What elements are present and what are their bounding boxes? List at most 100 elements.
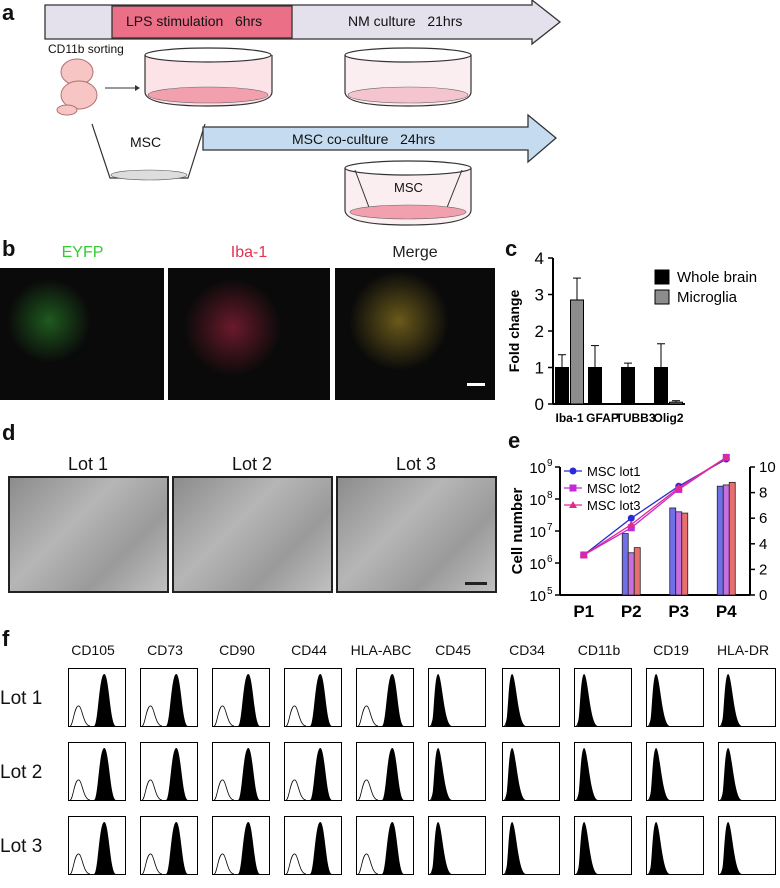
insert-msc-label: MSC xyxy=(394,180,423,195)
histogram-cd90 xyxy=(212,816,270,875)
series-point xyxy=(579,551,588,558)
legend-label: MSC lot2 xyxy=(587,481,640,496)
lot2-label: Lot 2 xyxy=(231,454,273,474)
isotype-curve xyxy=(213,705,235,727)
bar xyxy=(588,367,602,405)
stained-curve xyxy=(577,674,598,726)
stained-curve xyxy=(721,822,742,874)
stained-curve xyxy=(649,822,670,874)
legend-swatch xyxy=(654,269,670,285)
legend-marker xyxy=(569,467,577,475)
histogram-cd45 xyxy=(428,742,486,801)
stained-curve xyxy=(649,674,670,726)
histogram-cd44 xyxy=(284,742,342,801)
lot-row-label: Lot 2 xyxy=(0,762,43,783)
bar xyxy=(621,533,629,596)
x-tick-label: Olig2 xyxy=(653,411,683,425)
stained-curve xyxy=(577,822,598,874)
bar xyxy=(636,403,650,405)
right-tick-label: 10 xyxy=(759,459,776,476)
histogram-cd105 xyxy=(68,816,126,875)
left-tick-label: 10 xyxy=(529,460,546,477)
stained-curve xyxy=(505,674,526,726)
y-tick-label: 0 xyxy=(535,395,544,414)
eyfp-image xyxy=(0,268,164,400)
histogram-cd73 xyxy=(140,668,198,727)
histogram-cd19 xyxy=(646,668,704,727)
isotype-curve xyxy=(69,779,91,801)
stained-curve xyxy=(431,674,452,726)
scale-bar xyxy=(465,582,487,585)
right-tick-label: 4 xyxy=(759,536,767,553)
x-tick-label: P4 xyxy=(716,602,737,621)
right-tick-label: 0 xyxy=(759,587,767,604)
stained-curve xyxy=(94,821,116,874)
isotype-curve xyxy=(141,853,163,875)
x-tick-label: GFAP xyxy=(586,411,619,425)
stained-curve xyxy=(577,748,598,800)
panel-label-f: f xyxy=(2,626,10,651)
series-line xyxy=(583,456,727,556)
marker-label-cd34: CD34 xyxy=(509,642,545,658)
isotype-curve xyxy=(357,779,379,801)
culture-dish-2 xyxy=(344,47,472,107)
stained-curve xyxy=(238,821,260,874)
right-tick-label: 2 xyxy=(759,561,767,578)
histogram-cd90 xyxy=(212,668,270,727)
legend-marker xyxy=(569,501,577,508)
marker-label-cd73: CD73 xyxy=(147,642,183,658)
bar xyxy=(722,484,730,596)
sorting-label: CD11b sorting xyxy=(48,42,124,56)
legend-label: Whole brain xyxy=(677,269,757,286)
bar xyxy=(570,299,584,405)
left-tick-label: 10 xyxy=(529,524,546,541)
histogram-hla-dr xyxy=(718,668,776,727)
mouse-pup-icon xyxy=(56,58,98,116)
isotype-curve xyxy=(285,853,307,875)
isotype-curve xyxy=(213,779,235,801)
series-point xyxy=(627,514,635,522)
lot1-label: Lot 1 xyxy=(67,454,109,474)
stained-curve xyxy=(166,821,188,874)
stained-curve xyxy=(238,747,260,800)
histogram-cd45 xyxy=(428,816,486,875)
coculture-dish xyxy=(344,160,472,226)
stained-curve xyxy=(166,747,188,800)
culture-dish-1 xyxy=(144,47,273,107)
left-tick-label: 10 xyxy=(529,556,546,573)
x-tick-label: P2 xyxy=(621,602,642,621)
marker-label-hla-abc: HLA-ABC xyxy=(350,642,412,658)
panel-label-a: a xyxy=(2,0,15,25)
bar xyxy=(633,547,641,596)
scale-bar xyxy=(467,383,485,386)
series-line xyxy=(583,456,727,556)
x-tick-label: TUBB3 xyxy=(615,411,655,425)
right-tick-label: 6 xyxy=(759,510,767,527)
flow-cytometry-grid: CD105 CD73 CD90 CD44 HLA-ABC CD45 CD34 CD11b CD1… xyxy=(0,640,780,888)
stained-curve xyxy=(310,673,332,726)
left-tick-label: 10 xyxy=(529,492,546,509)
stained-curve xyxy=(238,673,260,726)
isotype-curve xyxy=(357,705,379,727)
stained-curve xyxy=(505,822,526,874)
iba1-label: Iba-1 xyxy=(230,244,268,261)
stained-curve xyxy=(310,747,332,800)
legend-marker xyxy=(569,484,577,492)
histogram-cd90 xyxy=(212,742,270,801)
stained-curve xyxy=(382,747,404,800)
histogram-cd11b xyxy=(574,742,632,801)
histogram-frame xyxy=(356,668,414,727)
left-tick-label: 10 xyxy=(529,588,546,605)
bar xyxy=(675,511,683,596)
stained-curve xyxy=(94,747,116,800)
histogram-frame xyxy=(140,742,198,801)
panel-label-e: e xyxy=(508,428,521,453)
left-tick-exponent: 8 xyxy=(547,490,553,501)
bar xyxy=(603,403,617,405)
isotype-curve xyxy=(285,779,307,801)
stained-curve xyxy=(431,748,452,800)
left-tick-exponent: 6 xyxy=(547,554,553,565)
panel-label-b: b xyxy=(2,236,16,261)
left-tick-exponent: 9 xyxy=(547,458,553,469)
